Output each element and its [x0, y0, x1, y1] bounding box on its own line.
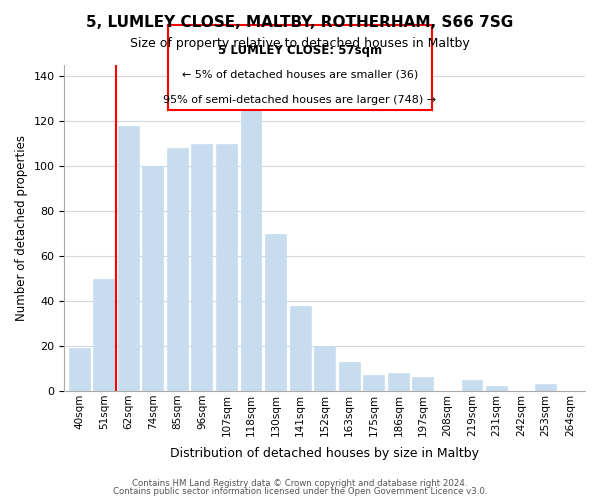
Text: ← 5% of detached houses are smaller (36): ← 5% of detached houses are smaller (36)	[182, 69, 418, 79]
Bar	[142, 166, 163, 391]
Bar	[191, 144, 212, 391]
Text: Contains public sector information licensed under the Open Government Licence v3: Contains public sector information licen…	[113, 487, 487, 496]
Bar	[118, 126, 139, 391]
Bar	[364, 375, 384, 391]
Bar	[461, 380, 482, 391]
Text: Size of property relative to detached houses in Maltby: Size of property relative to detached ho…	[130, 38, 470, 51]
Y-axis label: Number of detached properties: Number of detached properties	[15, 135, 28, 321]
Bar	[265, 234, 286, 391]
Text: Contains HM Land Registry data © Crown copyright and database right 2024.: Contains HM Land Registry data © Crown c…	[132, 478, 468, 488]
Bar	[241, 92, 262, 391]
Bar	[290, 306, 311, 391]
Bar	[412, 378, 433, 391]
Bar	[339, 362, 359, 391]
Bar	[388, 373, 409, 391]
Bar	[167, 148, 188, 391]
Bar	[314, 346, 335, 391]
X-axis label: Distribution of detached houses by size in Maltby: Distribution of detached houses by size …	[170, 447, 479, 460]
Bar	[93, 278, 114, 391]
Text: 5, LUMLEY CLOSE, MALTBY, ROTHERHAM, S66 7SG: 5, LUMLEY CLOSE, MALTBY, ROTHERHAM, S66 …	[86, 15, 514, 30]
Text: 95% of semi-detached houses are larger (748) →: 95% of semi-detached houses are larger (…	[163, 94, 437, 104]
Bar	[535, 384, 556, 391]
Bar	[69, 348, 89, 391]
Bar	[216, 144, 237, 391]
Text: 5 LUMLEY CLOSE: 57sqm: 5 LUMLEY CLOSE: 57sqm	[218, 44, 382, 57]
Bar	[486, 386, 507, 391]
